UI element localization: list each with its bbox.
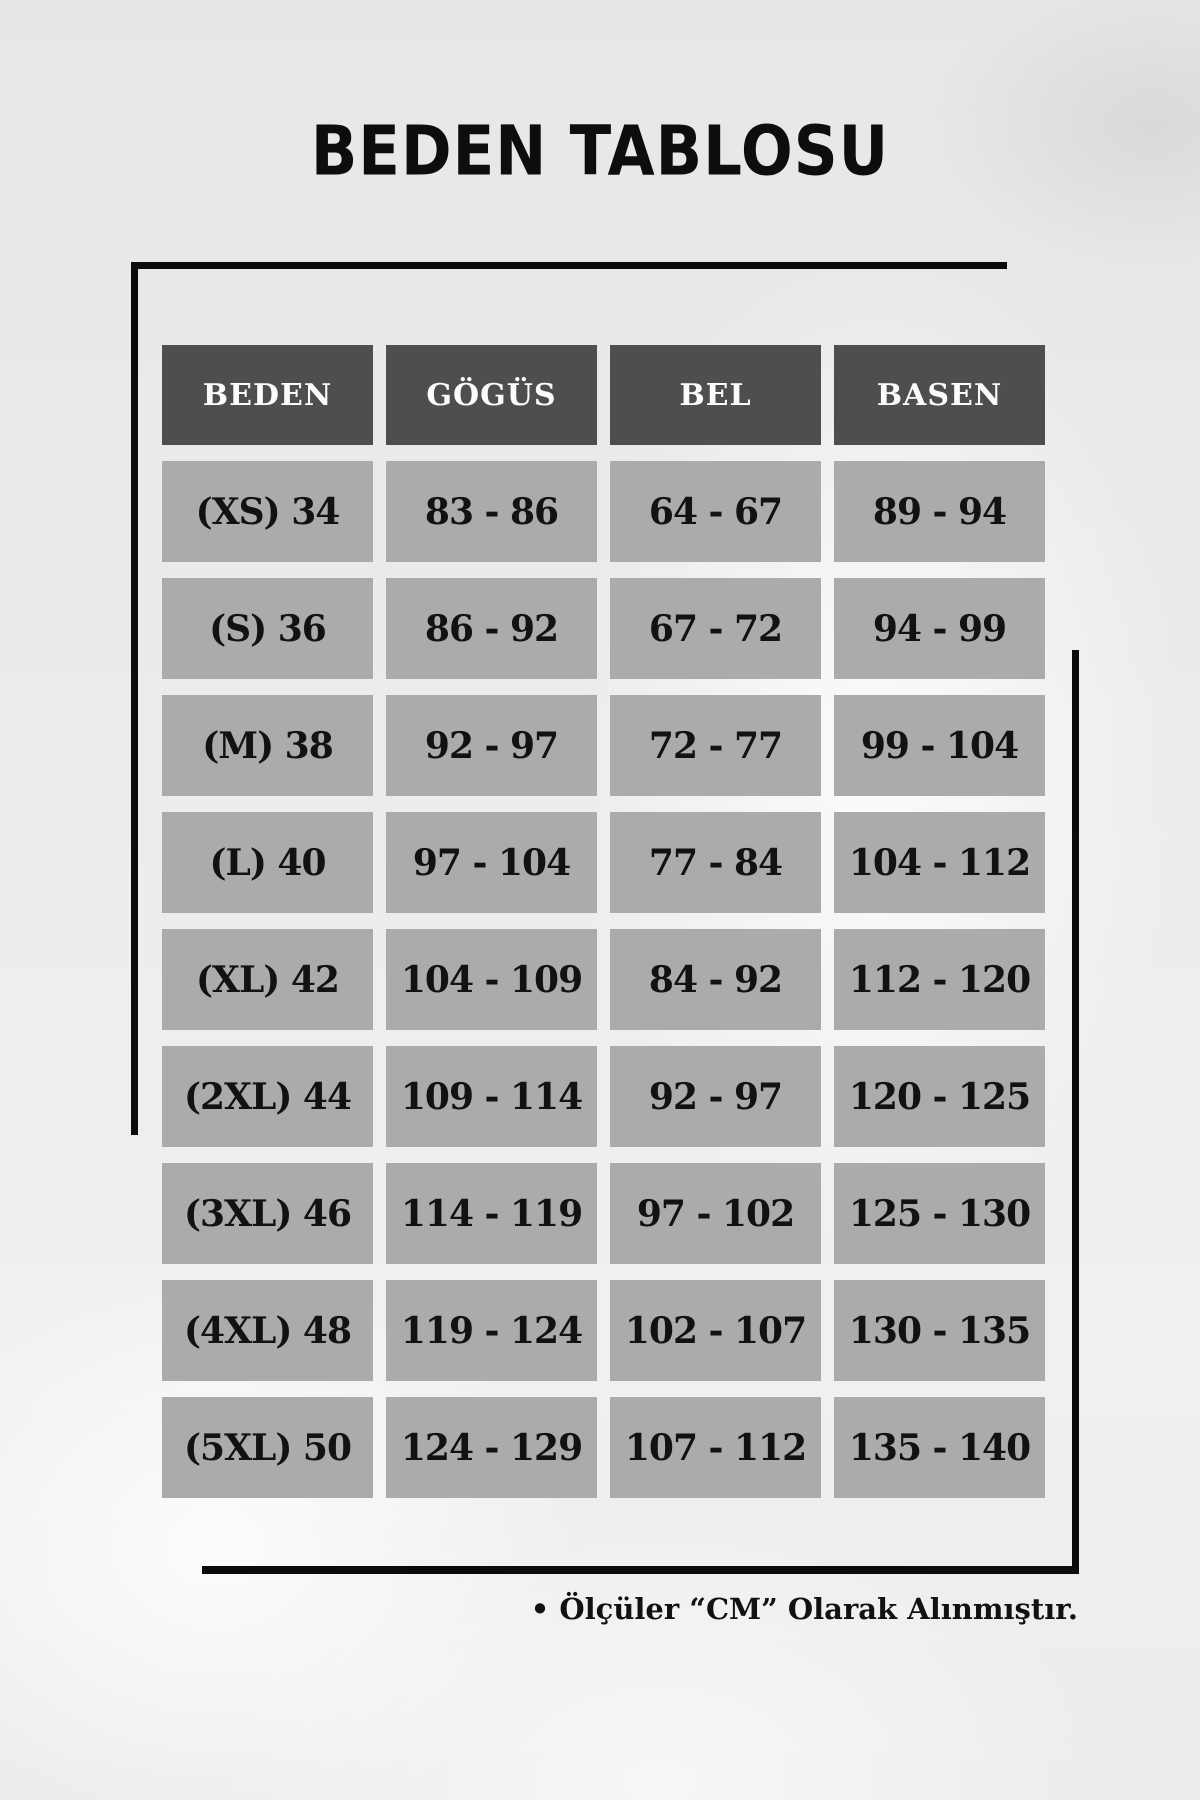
measurement-cell: 77 - 84 [610,812,821,913]
measurement-cell: 64 - 67 [610,461,821,562]
frame-line-left [131,262,138,1135]
measurement-unit-note: • Ölçüler “CM” Olarak Alınmıştır. [530,1592,1078,1626]
measurement-cell: 84 - 92 [610,929,821,1030]
measurement-cell: 104 - 112 [834,812,1045,913]
measurement-cell: 107 - 112 [610,1397,821,1498]
measurement-cell: 83 - 86 [386,461,597,562]
size-label-cell: (L) 40 [162,812,373,913]
measurement-cell: 94 - 99 [834,578,1045,679]
size-label-cell: (4XL) 48 [162,1280,373,1381]
measurement-cell: 114 - 119 [386,1163,597,1264]
column-header-gogus: GÖGÜS [386,345,597,445]
frame-line-top [131,262,1007,269]
column-header-beden: BEDEN [162,345,373,445]
frame-line-right [1072,650,1079,1574]
measurement-cell: 130 - 135 [834,1280,1045,1381]
frame-line-bottom [202,1566,1079,1574]
measurement-cell: 97 - 102 [610,1163,821,1264]
measurement-cell: 99 - 104 [834,695,1045,796]
measurement-cell: 135 - 140 [834,1397,1045,1498]
measurement-cell: 89 - 94 [834,461,1045,562]
measurement-cell: 97 - 104 [386,812,597,913]
measurement-cell: 119 - 124 [386,1280,597,1381]
size-label-cell: (XS) 34 [162,461,373,562]
column-header-basen: BASEN [834,345,1045,445]
measurement-cell: 109 - 114 [386,1046,597,1147]
measurement-cell: 125 - 130 [834,1163,1045,1264]
size-label-cell: (XL) 42 [162,929,373,1030]
measurement-cell: 124 - 129 [386,1397,597,1498]
column-header-bel: BEL [610,345,821,445]
measurement-cell: 67 - 72 [610,578,821,679]
page-title: BEDEN TABLOSU [310,112,890,192]
measurement-cell: 120 - 125 [834,1046,1045,1147]
measurement-cell: 86 - 92 [386,578,597,679]
measurement-cell: 104 - 109 [386,929,597,1030]
measurement-cell: 72 - 77 [610,695,821,796]
size-label-cell: (5XL) 50 [162,1397,373,1498]
measurement-cell: 92 - 97 [610,1046,821,1147]
size-label-cell: (3XL) 46 [162,1163,373,1264]
size-label-cell: (2XL) 44 [162,1046,373,1147]
measurement-cell: 92 - 97 [386,695,597,796]
size-label-cell: (M) 38 [162,695,373,796]
measurement-cell: 112 - 120 [834,929,1045,1030]
measurement-cell: 102 - 107 [610,1280,821,1381]
size-label-cell: (S) 36 [162,578,373,679]
size-table: BEDEN GÖGÜS BEL BASEN (XS) 34 83 - 86 64 - 67 8… [162,345,1045,1498]
